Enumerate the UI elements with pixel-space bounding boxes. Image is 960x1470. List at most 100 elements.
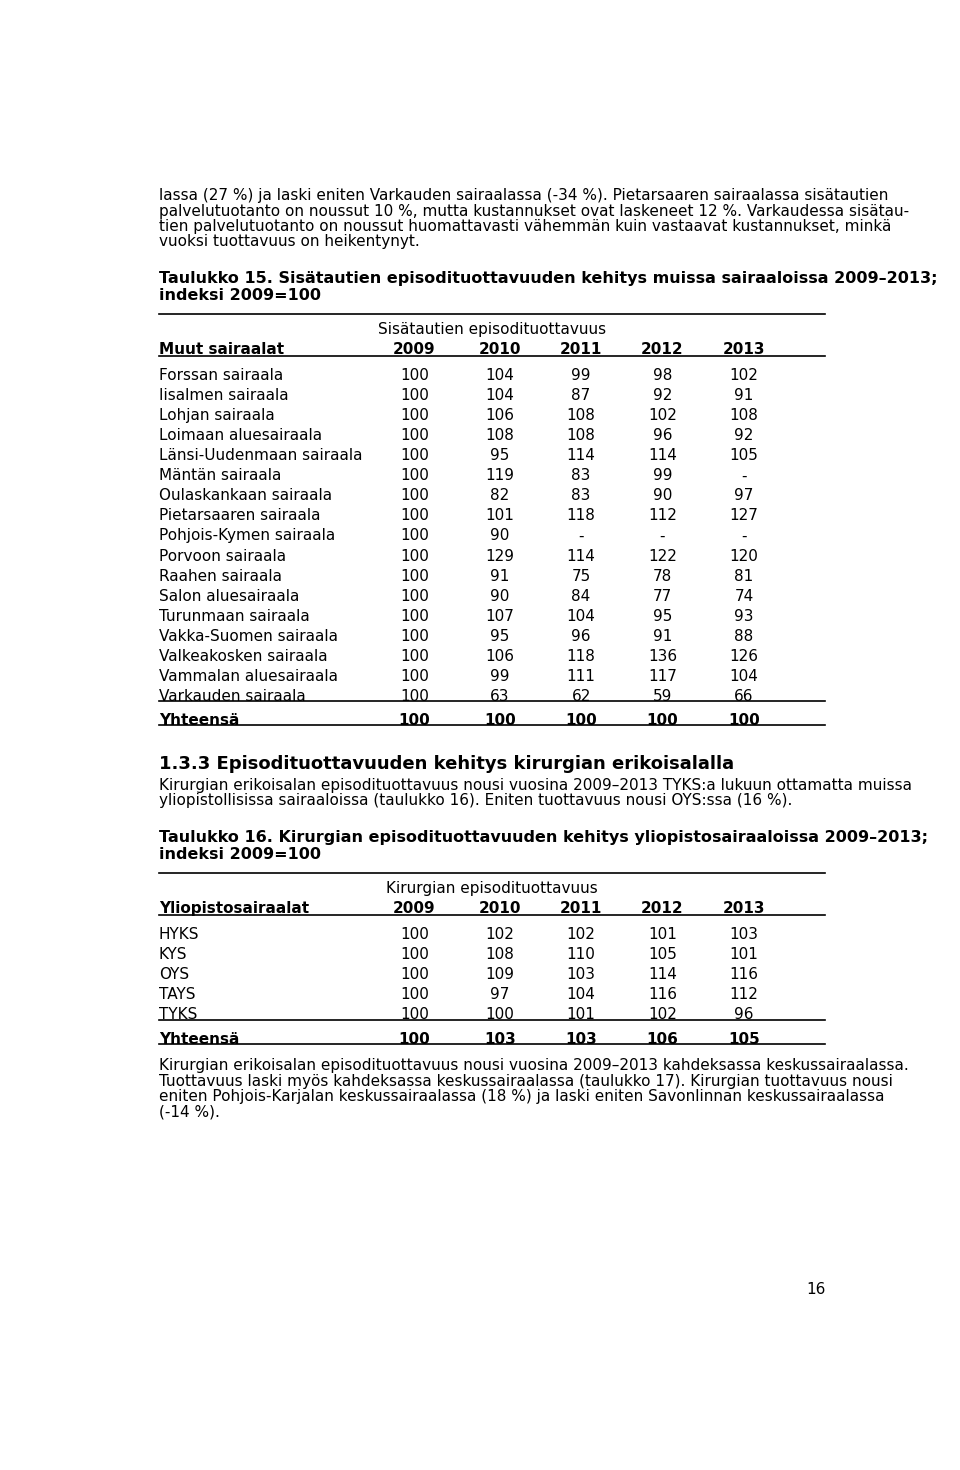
Text: 2012: 2012 xyxy=(641,901,684,916)
Text: HYKS: HYKS xyxy=(158,928,200,942)
Text: 104: 104 xyxy=(566,609,595,623)
Text: 100: 100 xyxy=(400,448,429,463)
Text: 106: 106 xyxy=(485,409,515,423)
Text: 136: 136 xyxy=(648,648,677,663)
Text: 95: 95 xyxy=(490,448,510,463)
Text: 120: 120 xyxy=(730,548,758,563)
Text: Iisalmen sairaala: Iisalmen sairaala xyxy=(158,388,288,403)
Text: Taulukko 15. Sisätautien episodituottavuuden kehitys muissa sairaaloissa 2009–20: Taulukko 15. Sisätautien episodituottavu… xyxy=(158,272,937,287)
Text: 66: 66 xyxy=(734,688,754,704)
Text: 92: 92 xyxy=(734,428,754,444)
Text: 81: 81 xyxy=(734,569,754,584)
Text: 2010: 2010 xyxy=(478,901,521,916)
Text: 127: 127 xyxy=(730,509,758,523)
Text: 100: 100 xyxy=(398,1032,430,1047)
Text: 104: 104 xyxy=(730,669,758,684)
Text: 88: 88 xyxy=(734,629,754,644)
Text: 2011: 2011 xyxy=(560,901,602,916)
Text: 102: 102 xyxy=(730,369,758,384)
Text: 100: 100 xyxy=(565,713,597,728)
Text: 103: 103 xyxy=(566,967,595,982)
Text: 114: 114 xyxy=(566,548,595,563)
Text: Taulukko 16. Kirurgian episodituottavuuden kehitys yliopistosairaaloissa 2009–20: Taulukko 16. Kirurgian episodituottavuud… xyxy=(158,831,927,845)
Text: 99: 99 xyxy=(490,669,510,684)
Text: 107: 107 xyxy=(486,609,515,623)
Text: 2013: 2013 xyxy=(723,901,765,916)
Text: 100: 100 xyxy=(400,529,429,544)
Text: 91: 91 xyxy=(734,388,754,403)
Text: tien palvelutuotanto on noussut huomattavasti vähemmän kuin vastaavat kustannuks: tien palvelutuotanto on noussut huomatta… xyxy=(158,219,891,234)
Text: Muut sairaalat: Muut sairaalat xyxy=(158,343,284,357)
Text: lassa (27 %) ja laski eniten Varkauden sairaalassa (-34 %). Pietarsaaren sairaal: lassa (27 %) ja laski eniten Varkauden s… xyxy=(158,188,888,203)
Text: 117: 117 xyxy=(648,669,677,684)
Text: Mäntän sairaala: Mäntän sairaala xyxy=(158,469,281,484)
Text: yliopistollisissa sairaaloissa (taulukko 16). Eniten tuottavuus nousi OYS:ssa (1: yliopistollisissa sairaaloissa (taulukko… xyxy=(158,794,792,809)
Text: Oulaskankaan sairaala: Oulaskankaan sairaala xyxy=(158,488,332,503)
Text: 100: 100 xyxy=(400,588,429,604)
Text: (-14 %).: (-14 %). xyxy=(158,1104,220,1120)
Text: Porvoon sairaala: Porvoon sairaala xyxy=(158,548,286,563)
Text: 97: 97 xyxy=(734,488,754,503)
Text: 62: 62 xyxy=(571,688,590,704)
Text: 105: 105 xyxy=(730,448,758,463)
Text: 114: 114 xyxy=(566,448,595,463)
Text: 87: 87 xyxy=(571,388,590,403)
Text: 104: 104 xyxy=(486,369,515,384)
Text: 100: 100 xyxy=(400,648,429,663)
Text: 99: 99 xyxy=(571,369,590,384)
Text: 105: 105 xyxy=(728,1032,759,1047)
Text: 95: 95 xyxy=(490,629,510,644)
Text: 90: 90 xyxy=(653,488,672,503)
Text: 99: 99 xyxy=(653,469,672,484)
Text: -: - xyxy=(578,529,584,544)
Text: 100: 100 xyxy=(400,688,429,704)
Text: 78: 78 xyxy=(653,569,672,584)
Text: 103: 103 xyxy=(565,1032,597,1047)
Text: 97: 97 xyxy=(490,988,510,1003)
Text: 118: 118 xyxy=(566,509,595,523)
Text: 16: 16 xyxy=(805,1282,826,1297)
Text: 129: 129 xyxy=(485,548,515,563)
Text: 112: 112 xyxy=(648,509,677,523)
Text: 2011: 2011 xyxy=(560,343,602,357)
Text: 114: 114 xyxy=(648,967,677,982)
Text: 82: 82 xyxy=(491,488,510,503)
Text: 100: 100 xyxy=(486,1007,515,1023)
Text: 2010: 2010 xyxy=(478,343,521,357)
Text: 106: 106 xyxy=(485,648,515,663)
Text: 91: 91 xyxy=(490,569,510,584)
Text: 95: 95 xyxy=(653,609,672,623)
Text: 84: 84 xyxy=(571,588,590,604)
Text: Kirurgian erikoisalan episodituottavuus nousi vuosina 2009–2013 kahdeksassa kesk: Kirurgian erikoisalan episodituottavuus … xyxy=(158,1058,908,1073)
Text: 126: 126 xyxy=(730,648,758,663)
Text: 119: 119 xyxy=(485,469,515,484)
Text: 110: 110 xyxy=(566,947,595,963)
Text: 103: 103 xyxy=(730,928,758,942)
Text: 100: 100 xyxy=(647,713,679,728)
Text: 98: 98 xyxy=(653,369,672,384)
Text: 91: 91 xyxy=(653,629,672,644)
Text: 102: 102 xyxy=(648,409,677,423)
Text: Varkauden sairaala: Varkauden sairaala xyxy=(158,688,305,704)
Text: 109: 109 xyxy=(485,967,515,982)
Text: 100: 100 xyxy=(400,509,429,523)
Text: Vakka-Suomen sairaala: Vakka-Suomen sairaala xyxy=(158,629,338,644)
Text: 63: 63 xyxy=(490,688,510,704)
Text: 1.3.3 Episodituottavuuden kehitys kirurgian erikoisalalla: 1.3.3 Episodituottavuuden kehitys kirurg… xyxy=(158,756,733,773)
Text: 100: 100 xyxy=(400,409,429,423)
Text: TYKS: TYKS xyxy=(158,1007,197,1023)
Text: 104: 104 xyxy=(486,388,515,403)
Text: 122: 122 xyxy=(648,548,677,563)
Text: 96: 96 xyxy=(734,1007,754,1023)
Text: Vammalan aluesairaala: Vammalan aluesairaala xyxy=(158,669,338,684)
Text: 106: 106 xyxy=(647,1032,679,1047)
Text: eniten Pohjois-Karjalan keskussairaalassa (18 %) ja laski eniten Savonlinnan kes: eniten Pohjois-Karjalan keskussairaalass… xyxy=(158,1089,884,1104)
Text: 96: 96 xyxy=(571,629,590,644)
Text: 112: 112 xyxy=(730,988,758,1003)
Text: 101: 101 xyxy=(566,1007,595,1023)
Text: 77: 77 xyxy=(653,588,672,604)
Text: 100: 100 xyxy=(400,928,429,942)
Text: KYS: KYS xyxy=(158,947,187,963)
Text: 2009: 2009 xyxy=(394,343,436,357)
Text: -: - xyxy=(741,529,747,544)
